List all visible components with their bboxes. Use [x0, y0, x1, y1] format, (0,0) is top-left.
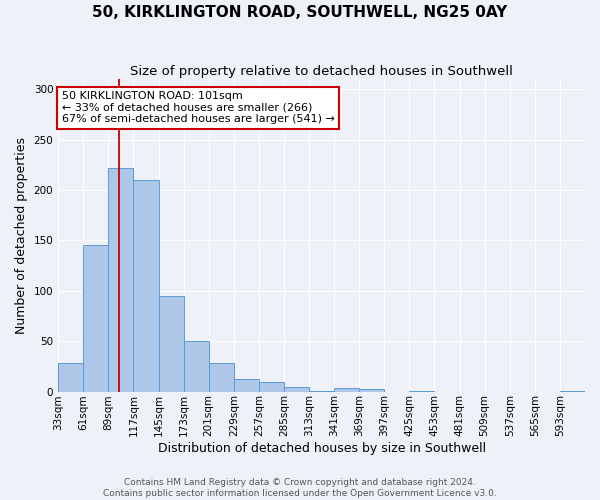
Bar: [184, 341, 209, 392]
Bar: [560, 390, 585, 392]
X-axis label: Distribution of detached houses by size in Southwell: Distribution of detached houses by size …: [158, 442, 485, 455]
Bar: [133, 180, 158, 392]
Text: 50 KIRKLINGTON ROAD: 101sqm
← 33% of detached houses are smaller (266)
67% of se: 50 KIRKLINGTON ROAD: 101sqm ← 33% of det…: [62, 92, 335, 124]
Bar: [58, 364, 83, 392]
Bar: [409, 390, 434, 392]
Bar: [158, 296, 184, 392]
Bar: [334, 388, 359, 392]
Text: 50, KIRKLINGTON ROAD, SOUTHWELL, NG25 0AY: 50, KIRKLINGTON ROAD, SOUTHWELL, NG25 0A…: [92, 5, 508, 20]
Bar: [109, 168, 133, 392]
Bar: [284, 386, 309, 392]
Y-axis label: Number of detached properties: Number of detached properties: [15, 137, 28, 334]
Title: Size of property relative to detached houses in Southwell: Size of property relative to detached ho…: [130, 65, 513, 78]
Bar: [359, 388, 385, 392]
Bar: [209, 364, 234, 392]
Bar: [234, 380, 259, 392]
Bar: [83, 246, 109, 392]
Bar: [259, 382, 284, 392]
Text: Contains HM Land Registry data © Crown copyright and database right 2024.
Contai: Contains HM Land Registry data © Crown c…: [103, 478, 497, 498]
Bar: [309, 390, 334, 392]
